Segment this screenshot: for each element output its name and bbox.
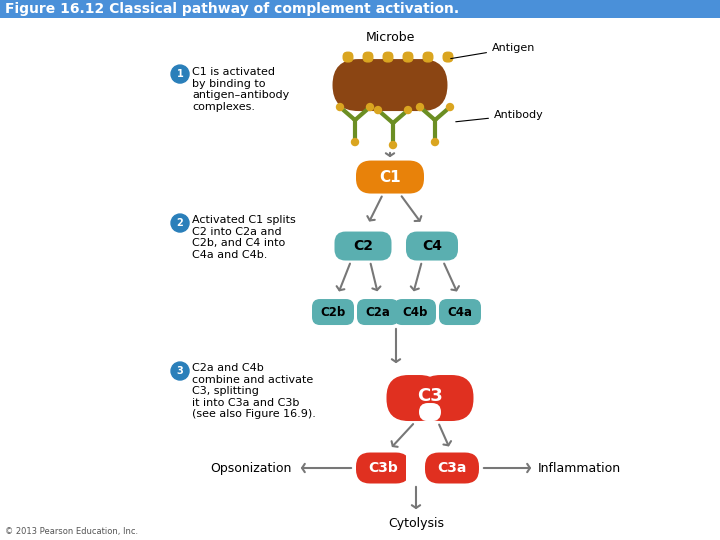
Text: C3: C3	[417, 387, 443, 405]
FancyBboxPatch shape	[357, 299, 399, 325]
Text: 2: 2	[176, 218, 184, 228]
Text: C4: C4	[422, 239, 442, 253]
FancyBboxPatch shape	[419, 403, 441, 421]
Text: Microbe: Microbe	[365, 31, 415, 44]
FancyBboxPatch shape	[335, 232, 392, 260]
Text: C2b: C2b	[320, 306, 346, 319]
Text: C1: C1	[379, 170, 401, 185]
Circle shape	[431, 139, 438, 146]
Circle shape	[405, 106, 412, 113]
FancyBboxPatch shape	[443, 51, 454, 63]
Circle shape	[171, 65, 189, 83]
FancyBboxPatch shape	[402, 51, 413, 63]
Circle shape	[390, 141, 397, 149]
FancyBboxPatch shape	[356, 453, 410, 483]
Text: C2a: C2a	[366, 306, 390, 319]
Circle shape	[416, 104, 423, 111]
Text: C1 is activated
by binding to
antigen–antibody
complexes.: C1 is activated by binding to antigen–an…	[192, 67, 289, 112]
Text: Antibody: Antibody	[456, 110, 544, 122]
Text: Cytolysis: Cytolysis	[388, 517, 444, 530]
Circle shape	[446, 104, 454, 111]
FancyBboxPatch shape	[343, 51, 354, 63]
FancyBboxPatch shape	[439, 299, 481, 325]
Text: Figure 16.12 Classical pathway of complement activation.: Figure 16.12 Classical pathway of comple…	[5, 2, 459, 16]
Text: C2a and C4b
combine and activate
C3, splitting
it into C3a and C3b
(see also Fig: C2a and C4b combine and activate C3, spl…	[192, 363, 316, 420]
Text: Inflammation: Inflammation	[538, 462, 621, 475]
Text: C4b: C4b	[402, 306, 428, 319]
FancyBboxPatch shape	[423, 51, 433, 63]
Circle shape	[374, 106, 382, 113]
Bar	[406, 453, 416, 483]
FancyBboxPatch shape	[387, 375, 441, 421]
Text: Activated C1 splits
C2 into C2a and
C2b, and C4 into
C4a and C4b.: Activated C1 splits C2 into C2a and C2b,…	[192, 215, 296, 260]
Text: 3: 3	[176, 366, 184, 376]
FancyBboxPatch shape	[312, 299, 354, 325]
FancyBboxPatch shape	[394, 299, 436, 325]
Bar	[0, 0, 720, 18]
FancyBboxPatch shape	[356, 160, 424, 193]
Circle shape	[336, 104, 343, 111]
Text: C2: C2	[353, 239, 373, 253]
FancyBboxPatch shape	[362, 51, 374, 63]
FancyBboxPatch shape	[382, 51, 394, 63]
Text: © 2013 Pearson Education, Inc.: © 2013 Pearson Education, Inc.	[5, 527, 138, 536]
Text: C4a: C4a	[448, 306, 472, 319]
Text: Antigen: Antigen	[451, 43, 536, 59]
Text: C3a: C3a	[437, 461, 467, 475]
Text: C3b: C3b	[368, 461, 398, 475]
Text: Opsonization: Opsonization	[211, 462, 292, 475]
FancyBboxPatch shape	[406, 232, 458, 260]
FancyBboxPatch shape	[418, 375, 474, 421]
Text: 1: 1	[176, 69, 184, 79]
FancyBboxPatch shape	[425, 453, 479, 483]
Circle shape	[171, 362, 189, 380]
Circle shape	[351, 139, 359, 146]
Circle shape	[366, 104, 374, 111]
Circle shape	[171, 214, 189, 232]
FancyBboxPatch shape	[333, 59, 448, 111]
